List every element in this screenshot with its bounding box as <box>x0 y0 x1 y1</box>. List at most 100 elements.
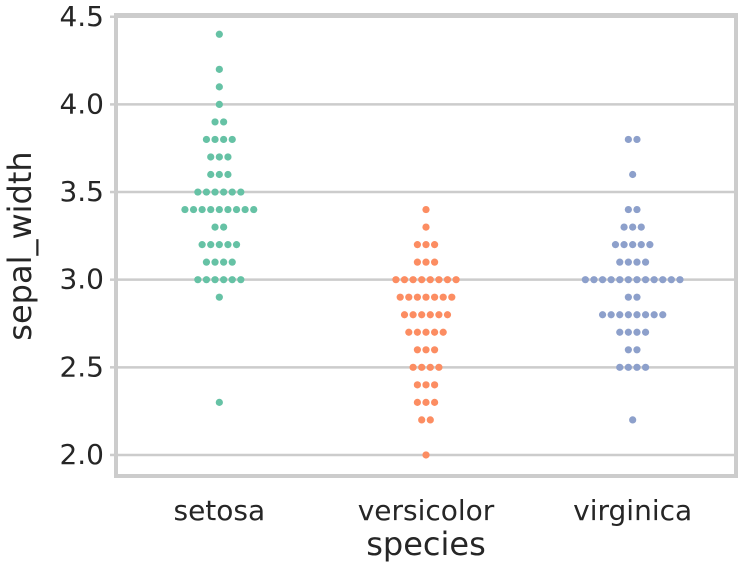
swarm-point <box>439 293 447 301</box>
swarm-point <box>431 241 439 249</box>
swarm-point <box>220 118 228 126</box>
swarm-point <box>629 170 637 179</box>
swarm-point <box>422 223 430 231</box>
swarm-point <box>633 276 641 284</box>
swarm-point <box>413 241 421 249</box>
swarm-point <box>232 205 241 214</box>
swarm-point <box>633 205 641 214</box>
swarm-point <box>198 241 206 249</box>
swarm-point <box>620 223 628 231</box>
swarm-point <box>641 276 650 284</box>
swarm-point <box>413 328 421 336</box>
swarm-point <box>624 293 632 301</box>
swarm-point <box>202 188 211 196</box>
swarm-point <box>228 276 236 284</box>
swarm-point <box>418 416 426 424</box>
y-tick-label: 3.5 <box>59 175 104 208</box>
swarm-point <box>452 276 460 284</box>
swarm-point <box>422 451 430 459</box>
swarm-point <box>207 241 215 249</box>
swarm-point <box>413 398 421 406</box>
swarm-point <box>215 170 223 179</box>
swarm-point <box>202 258 211 266</box>
swarm-point <box>431 328 439 336</box>
swarm-point <box>237 188 245 196</box>
swarm-point <box>641 363 650 371</box>
swarm-point <box>224 170 232 179</box>
swarm-point <box>620 241 628 249</box>
swarm-point <box>418 276 426 284</box>
swarm-point <box>215 293 223 301</box>
swarm-point <box>616 276 624 284</box>
swarm-point <box>426 276 434 284</box>
swarm-point <box>224 241 232 249</box>
swarm-point <box>629 241 637 249</box>
swarm-point <box>418 363 426 371</box>
swarm-point <box>435 276 443 284</box>
swarm-point <box>224 153 232 161</box>
swarm-point <box>633 346 641 354</box>
swarm-point <box>422 258 430 266</box>
swarm-point <box>624 311 632 319</box>
x-axis-label: species <box>366 525 486 563</box>
swarm-point <box>624 258 632 266</box>
swarm-point <box>181 205 189 214</box>
swarm-point <box>207 205 215 214</box>
swarm-point <box>581 276 589 284</box>
swarm-point <box>409 363 417 371</box>
swarm-point <box>220 135 228 144</box>
swarm-point <box>207 170 215 179</box>
swarm-point <box>198 205 206 214</box>
swarm-point <box>616 258 624 266</box>
y-tick-label: 2.0 <box>59 438 104 471</box>
swarm-point <box>405 293 413 301</box>
swarm-point <box>220 188 228 196</box>
swarm-point <box>650 311 658 319</box>
swarm-point <box>422 328 430 336</box>
swarm-point <box>659 276 667 284</box>
swarm-point <box>250 205 258 214</box>
y-tick-label: 4.5 <box>59 0 104 33</box>
swarm-point <box>409 276 417 284</box>
swarm-point <box>189 205 198 214</box>
swarm-point <box>641 311 650 319</box>
swarm-point <box>215 153 223 161</box>
swarm-point <box>405 328 413 336</box>
swarm-point <box>633 293 641 301</box>
swarm-point <box>431 398 439 406</box>
swarm-point <box>232 241 241 249</box>
swarm-point <box>629 223 637 231</box>
swarm-point <box>392 276 400 284</box>
swarm-point <box>409 311 417 319</box>
swarm-point <box>624 135 632 144</box>
swarm-point <box>211 258 219 266</box>
swarm-point <box>624 363 632 371</box>
swarm-point <box>400 311 409 319</box>
swarm-point <box>624 205 632 214</box>
swarm-point <box>396 293 404 301</box>
swarm-point <box>667 276 675 284</box>
swarm-point <box>413 346 421 354</box>
swarm-point <box>413 258 421 266</box>
swarm-point <box>211 276 219 284</box>
swarm-point <box>633 311 641 319</box>
swarm-point <box>211 135 219 144</box>
y-tick-label: 3.0 <box>59 263 104 296</box>
y-axis-label: sepal_width <box>1 151 39 340</box>
swarm-point <box>215 205 223 214</box>
swarm-point <box>633 258 641 266</box>
swarm-point <box>637 223 645 231</box>
swarm-point <box>215 398 223 406</box>
swarm-point <box>202 135 211 144</box>
swarm-point <box>633 135 641 144</box>
swarm-point <box>194 276 202 284</box>
swarm-point <box>422 205 430 214</box>
x-tick-label: versicolor <box>358 494 495 527</box>
swarm-point <box>633 363 641 371</box>
swarm-point <box>241 205 249 214</box>
swarm-point <box>215 30 223 38</box>
swarm-point <box>422 398 430 406</box>
swarm-point <box>400 276 409 284</box>
swarm-point <box>624 328 632 336</box>
